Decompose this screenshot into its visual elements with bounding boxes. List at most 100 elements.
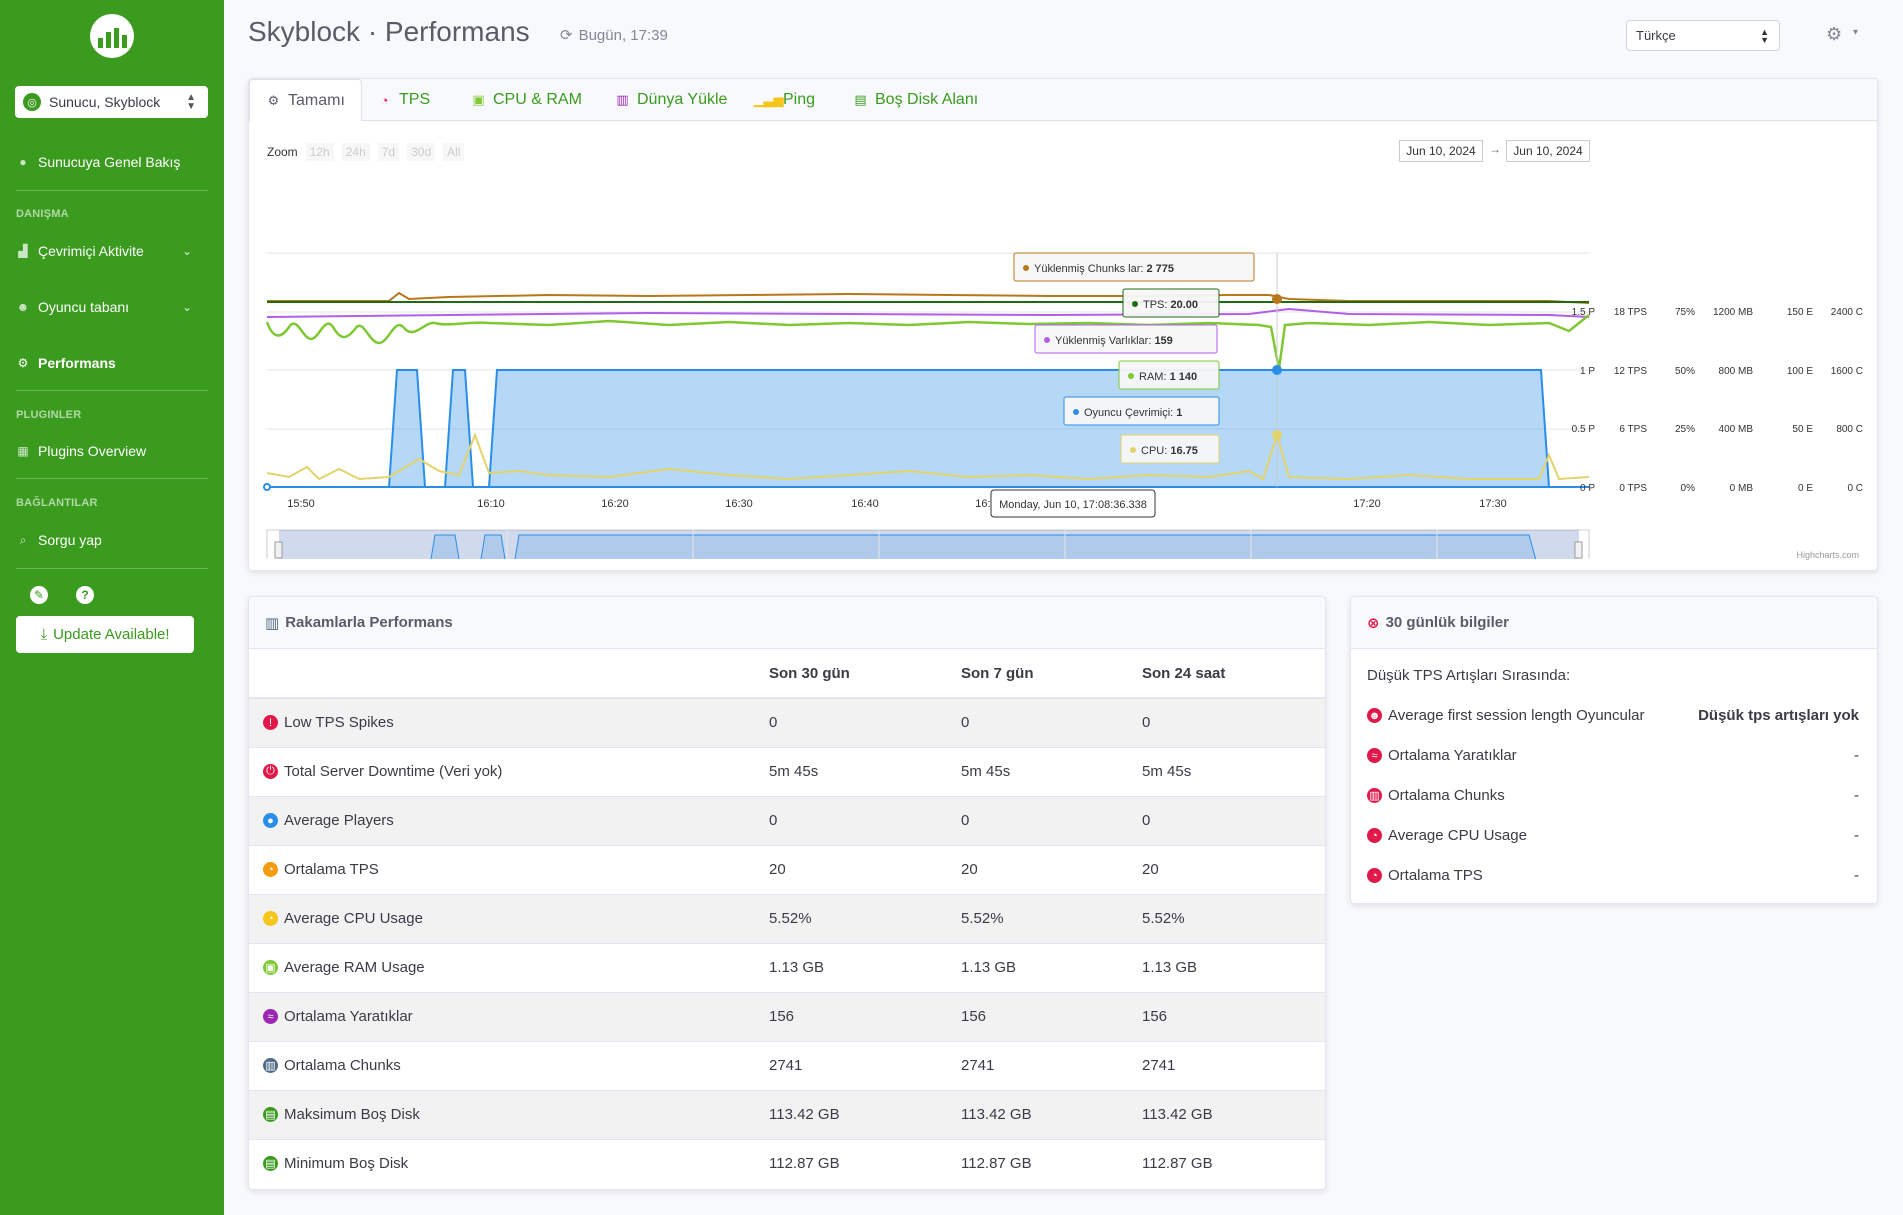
refresh-indicator[interactable]: ⟳ Bugün, 17:39	[560, 26, 668, 45]
info-value: Düşük tps artışları yok	[1698, 707, 1859, 724]
tooltip-label: Yüklenmiş Varlıklar:	[1055, 335, 1154, 347]
tab-free-disk[interactable]: ▤ Boş Disk Alanı	[837, 79, 994, 121]
row-label-cell: ● Average Players	[249, 795, 769, 845]
value-7d: 20	[961, 844, 1142, 894]
sidebar-divider	[16, 390, 208, 391]
highcharts-credit[interactable]: Highcharts.com	[1796, 550, 1859, 560]
info-label: Ortalama Chunks	[1388, 787, 1505, 804]
series-entities-line	[266, 307, 1590, 318]
y-tick-label: 1 P	[1580, 366, 1595, 377]
y-tick-label: 0 C	[1847, 483, 1863, 494]
tooltip-dot	[1130, 447, 1136, 453]
y-tick-label: 800 MB	[1719, 366, 1754, 377]
value-30d: 5.52%	[769, 893, 961, 943]
sync-icon: ⟳	[560, 27, 573, 44]
sidebar-item-server-overview[interactable]: ● Sunucuya Genel Bakış	[16, 154, 180, 170]
sidebar: ◎ Sunucu, Skyblock ▲ ▼ ● Sunucuya Genel B…	[0, 0, 224, 1215]
tab-label: CPU & RAM	[493, 91, 582, 108]
x-tick-label: 16:30	[725, 498, 753, 510]
date-from-input[interactable]: Jun 10, 2024	[1399, 140, 1483, 162]
sidebar-item-performance[interactable]: ⚙ Performans	[16, 355, 116, 371]
tab-ping[interactable]: ▁▃▅ Ping	[745, 79, 831, 121]
tooltip-value: 16.75	[1170, 445, 1198, 457]
tooltip-value: 1	[1176, 407, 1182, 419]
navigator-handle-left[interactable]	[274, 541, 283, 559]
palette-icon[interactable]: ✎	[30, 586, 48, 604]
value-30d: 5m 45s	[769, 746, 961, 796]
zoom-all-button[interactable]: All	[443, 143, 465, 161]
performance-chart[interactable]: 15:5016:1016:2016:3016:4016:5017:0017:20…	[249, 139, 1879, 559]
tab-tps[interactable]: ◔ TPS	[361, 79, 446, 121]
y-tick-label: 0 E	[1798, 483, 1813, 494]
caret-down-icon[interactable]: ▾	[1853, 27, 1859, 38]
sidebar-item-playerbase[interactable]: ☻ Oyuncu tabanı ⌄	[16, 299, 208, 315]
zoom-30d-button[interactable]: 30d	[407, 143, 436, 161]
value-24h: 2741	[1142, 1040, 1325, 1090]
value-30d: 112.87 GB	[769, 1138, 961, 1188]
sidebar-item-label: Sunucuya Genel Bakış	[38, 154, 181, 170]
sidebar-heading-consult: DANIŞMA	[16, 208, 69, 220]
tooltip-box	[1034, 324, 1218, 354]
gauge-icon: ◔	[1367, 868, 1382, 883]
x-tick-label: 16:40	[851, 498, 879, 510]
cubes-icon: ▦	[17, 444, 29, 458]
value-30d: 1.13 GB	[769, 942, 961, 992]
table-row: ● Average Players 0 0 0	[249, 795, 1325, 845]
tooltip-dot	[1023, 265, 1029, 271]
y-tick-label: 0%	[1681, 483, 1696, 494]
row-label-cell: ▣ Average RAM Usage	[249, 942, 769, 992]
numbers-card-header: ▥ Rakamlarla Performans	[249, 597, 1325, 649]
value-30d: 113.42 GB	[769, 1089, 961, 1139]
zoom-7d-button[interactable]: 7d	[377, 143, 400, 161]
table-row: ▥ Ortalama Chunks 2741 2741 2741	[249, 1040, 1325, 1090]
tooltip-entry: Oyuncu Çevrimiçi: 1	[1084, 407, 1182, 419]
series-players-area	[267, 369, 1589, 488]
value-30d: 156	[769, 991, 961, 1041]
page-title: Skyblock · Performans	[248, 16, 530, 47]
y-tick-label: 1200 MB	[1713, 307, 1753, 318]
tab-cpu-ram[interactable]: ▣ CPU & RAM	[455, 79, 598, 121]
x-tick-label: 17:20	[1353, 498, 1381, 510]
date-to-input[interactable]: Jun 10, 2024	[1506, 140, 1590, 162]
value-30d: 0	[769, 697, 961, 747]
tab-label: TPS	[399, 91, 431, 108]
navigator-handle-right[interactable]	[1574, 541, 1583, 559]
sidebar-item-query[interactable]: ⌕ Sorgu yap	[16, 532, 102, 548]
update-available-button[interactable]: ⤓ Update Available!	[16, 616, 194, 653]
y-tick-label: 12 TPS	[1614, 366, 1647, 377]
sidebar-item-online-activity[interactable]: ▟ Çevrimiçi Aktivite ⌄	[16, 243, 208, 259]
language-select[interactable]: Türkçe ▲ ▼	[1626, 20, 1780, 51]
value-7d: 5.52%	[961, 893, 1142, 943]
tooltip-dot	[1132, 301, 1138, 307]
plan-logo-icon[interactable]	[90, 14, 134, 58]
info-value: -	[1854, 867, 1859, 884]
sidebar-item-plugins-overview[interactable]: ▦ Plugins Overview	[16, 443, 146, 459]
tooltip-box	[1013, 252, 1255, 282]
tooltip-value: 1 140	[1170, 371, 1198, 383]
series-ram-line	[265, 314, 1590, 370]
server-select[interactable]: ◎ Sunucu, Skyblock ▲ ▼	[15, 86, 208, 118]
x-tick-label: 16:10	[477, 498, 505, 510]
tooltip-dot	[1073, 409, 1079, 415]
tab-all[interactable]: ⚙ Tamamı	[249, 79, 362, 122]
zoom-24h-button[interactable]: 24h	[341, 143, 370, 161]
value-24h: 0	[1142, 795, 1325, 845]
tooltip-entry: CPU: 16.75	[1141, 445, 1198, 457]
zoom-12h-button[interactable]: 12h	[305, 143, 334, 161]
tab-label: Tamamı	[288, 91, 345, 109]
y-tick-label: 0 TPS	[1619, 483, 1647, 494]
gauge-icon: ◔	[380, 92, 389, 108]
value-7d: 113.42 GB	[961, 1089, 1142, 1139]
hdd-icon: ▤	[263, 1156, 278, 1172]
gear-icon[interactable]: ⚙	[1826, 24, 1843, 44]
gauge-icon: ◔	[263, 862, 278, 877]
info-value: -	[1854, 827, 1859, 844]
performance-chart-card: ⚙ Tamamı ◔ TPS ▣ CPU & RAM ▥ Dünya Yükle…	[248, 78, 1878, 571]
tab-world-load[interactable]: ▥ Dünya Yükle	[599, 79, 743, 121]
table-row: ≈ Ortalama Yaratıklar 156 156 156	[249, 991, 1325, 1041]
value-24h: 5m 45s	[1142, 746, 1325, 796]
tooltip-label: RAM:	[1139, 371, 1170, 383]
user-icon: ●	[263, 813, 278, 828]
help-icon[interactable]: ?	[76, 586, 94, 604]
